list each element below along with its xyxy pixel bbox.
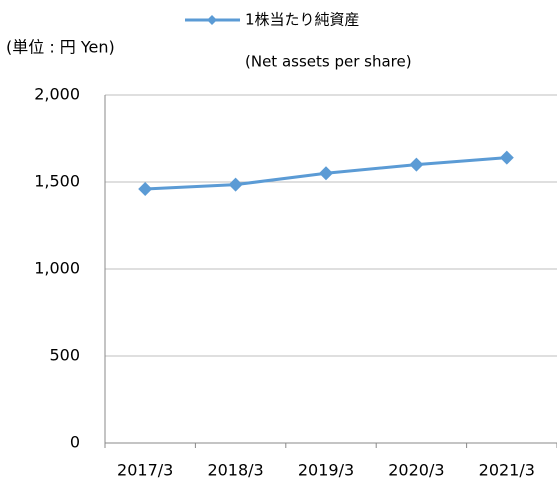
- legend-marker: [207, 15, 217, 25]
- y-tick-label: 1,000: [34, 259, 80, 278]
- marker: [138, 181, 153, 196]
- marker: [409, 157, 424, 172]
- y-tick-label: 500: [49, 346, 80, 365]
- x-tick-label: 2019/3: [298, 461, 354, 480]
- x-tick-label: 2021/3: [479, 461, 535, 480]
- x-tick-label: 2017/3: [117, 461, 173, 480]
- legend-label: 1株当たり純資産: [245, 11, 360, 29]
- marker: [319, 166, 333, 181]
- marker: [499, 150, 514, 165]
- legend-subtitle: (Net assets per share): [245, 53, 412, 71]
- y-tick-label: 2,000: [34, 85, 80, 104]
- x-tick-label: 2020/3: [388, 461, 444, 480]
- y-tick-label: 1,500: [34, 172, 80, 191]
- unit-label: (単位 : 円 Yen): [6, 38, 115, 57]
- x-tick-label: 2018/3: [207, 461, 263, 480]
- marker: [228, 177, 243, 192]
- y-tick-label: 0: [70, 433, 80, 452]
